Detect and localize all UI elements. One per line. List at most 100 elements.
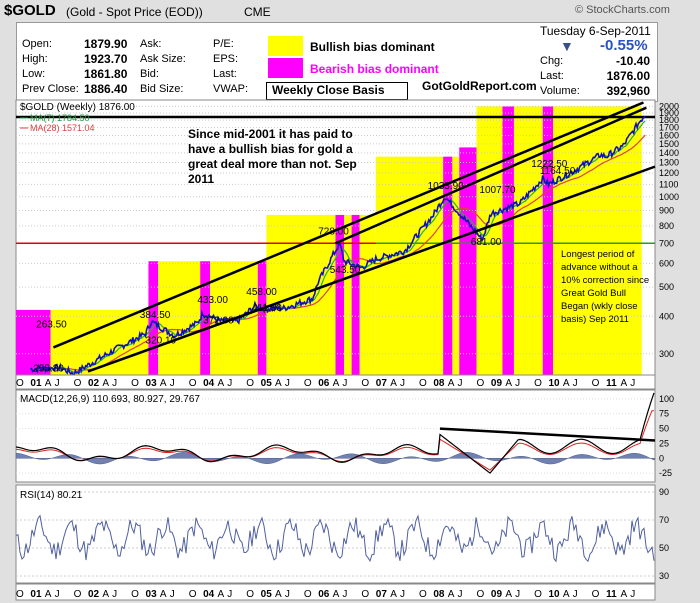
quote-label: Last: — [213, 68, 237, 80]
quote-label: VWAP: — [213, 83, 249, 95]
quote-value: 1876.00 — [606, 69, 650, 83]
quote-value: 1879.90 — [84, 37, 128, 51]
x-tick-label: O — [477, 378, 485, 389]
x-tick-label: J — [342, 589, 347, 600]
x-tick-label: J — [227, 589, 232, 600]
x-tick-label: 03 — [146, 589, 158, 600]
bias-zone-bullish — [375, 156, 444, 375]
macd-tick-label: -25 — [659, 468, 672, 478]
price-annotation: 458.00 — [246, 287, 277, 298]
x-tick-label: O — [534, 378, 542, 389]
x-tick-label: O — [592, 589, 600, 600]
x-tick-label: J — [227, 378, 232, 389]
price-annotation: 433.00 — [197, 295, 228, 306]
x-tick-label: J — [400, 589, 405, 600]
price-tick-label: 1600 — [659, 130, 679, 140]
x-tick-label: J — [573, 378, 578, 389]
x-tick-label: 06 — [318, 589, 330, 600]
x-tick-label: O — [361, 589, 369, 600]
bias-zone-bearish — [257, 261, 267, 375]
down-arrow-icon: ▼ — [560, 38, 574, 54]
macd-line — [15, 392, 655, 474]
macd-tick-label: 25 — [659, 438, 669, 448]
price-tick-label: 400 — [659, 311, 674, 321]
price-tick-label: 700 — [659, 238, 674, 248]
bias-zone-bullish — [452, 156, 460, 375]
x-tick-label: 05 — [261, 378, 273, 389]
quote-label: Ask: — [140, 38, 162, 50]
x-tick-label: O — [16, 378, 24, 389]
quote-value: -10.40 — [615, 54, 650, 68]
x-tick-label: J — [458, 378, 463, 389]
bearish-swatch — [268, 58, 303, 78]
x-tick-label: O — [419, 589, 427, 600]
legend-ma28: MA(28) 1571.04 — [30, 123, 95, 133]
x-tick-label: J — [55, 378, 60, 389]
price-annotation: 1222.50 — [531, 159, 568, 170]
price-line — [30, 115, 646, 377]
x-tick-label: 07 — [376, 378, 388, 389]
bias-zone-bearish — [335, 214, 345, 375]
ma7-line — [30, 120, 646, 374]
bearish-label: Bearish bias dominant — [310, 62, 439, 76]
x-tick-label: J — [515, 589, 520, 600]
x-tick-label: 02 — [88, 378, 100, 389]
x-tick-label: J — [400, 378, 405, 389]
price-tick-label: 1400 — [659, 148, 679, 158]
x-tick-label: J — [112, 378, 117, 389]
x-tick-label: A — [620, 378, 627, 389]
x-tick-label: 04 — [203, 378, 215, 389]
x-tick-label: A — [620, 589, 627, 600]
x-tick-label: O — [16, 589, 24, 600]
bias-zone-bearish — [148, 261, 159, 375]
x-tick-label: 05 — [261, 589, 273, 600]
x-tick-label: A — [390, 378, 397, 389]
x-tick-label: O — [131, 589, 139, 600]
annotation-advance-note: Longest period of advance without a 10% … — [561, 249, 649, 325]
rsi-tick-label: 30 — [659, 571, 669, 581]
quote-label: Bid: — [140, 68, 159, 80]
bias-zone-bearish — [502, 106, 514, 375]
bias-zone-bearish — [16, 309, 51, 375]
macd-panel-bg — [15, 389, 656, 483]
x-tick-label: O — [534, 589, 542, 600]
x-tick-label: J — [342, 378, 347, 389]
rsi-tick-label: 50 — [659, 543, 669, 553]
x-tick-label: O — [246, 589, 254, 600]
price-tick-label: 1100 — [659, 179, 678, 189]
x-tick-label: 09 — [491, 589, 503, 600]
x-axis-band — [15, 374, 656, 390]
x-tick-label: O — [74, 378, 82, 389]
x-tick-label: A — [448, 378, 455, 389]
quote-value: 1923.70 — [84, 52, 128, 66]
x-tick-label: O — [477, 589, 485, 600]
x-tick-label: O — [592, 378, 600, 389]
x-tick-label: J — [170, 378, 175, 389]
price-annotation: 372.00 — [203, 316, 234, 327]
rsi-panel-title: RSI(14) 80.21 — [20, 490, 83, 501]
bullish-swatch — [268, 36, 303, 56]
x-tick-label: A — [563, 589, 570, 600]
price-annotation: 728.00 — [318, 227, 349, 238]
quote-label: Open: — [22, 38, 52, 50]
quote-label: Volume: — [540, 85, 580, 97]
x-tick-label: A — [160, 378, 167, 389]
macd-tick-label: 0 — [659, 453, 664, 463]
quote-label: Bid Size: — [140, 83, 184, 95]
price-annotation: 1033.90 — [428, 181, 465, 192]
x-tick-label: J — [458, 589, 463, 600]
quote-value: 392,960 — [606, 84, 650, 98]
x-tick-label: J — [515, 378, 520, 389]
x-tick-label: 09 — [491, 378, 503, 389]
price-annotation: 543.50 — [330, 265, 361, 276]
chart-name: (Gold - Spot Price (EOD)) — [66, 5, 203, 19]
price-tick-label: 1500 — [659, 139, 679, 149]
x-tick-label: A — [333, 589, 340, 600]
bias-zone-bearish — [459, 147, 477, 375]
x-tick-label: 03 — [146, 378, 158, 389]
price-annotation: 411.50 — [252, 303, 282, 314]
price-annotation: 384.50 — [140, 310, 171, 321]
channel-mid-line — [335, 106, 647, 245]
x-tick-label: O — [361, 378, 369, 389]
price-annotation: 320.10 — [146, 335, 177, 346]
